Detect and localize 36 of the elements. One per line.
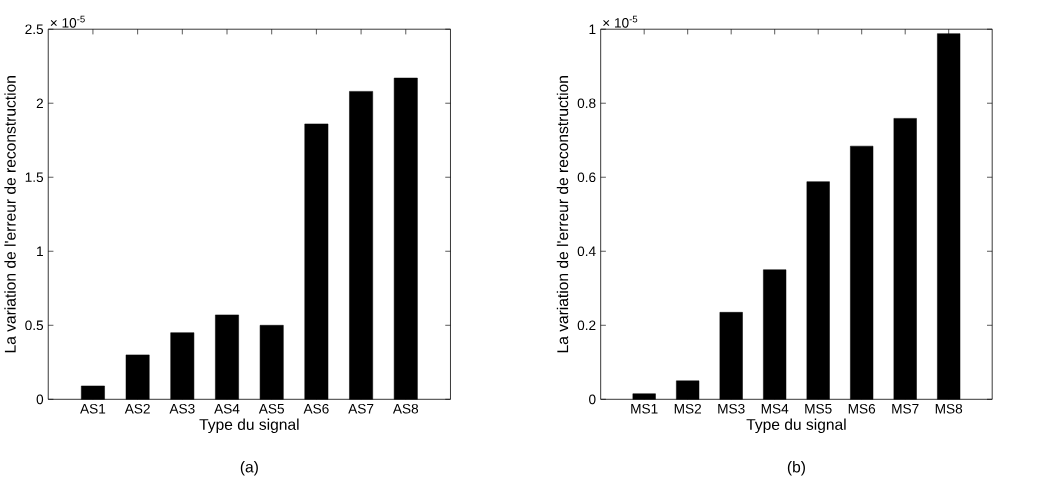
y-tick-label: 1 — [37, 246, 43, 257]
x-tick-label: MS7 — [892, 403, 919, 414]
y-tick-label: 2 — [36, 98, 43, 109]
x-axis-title: Type du signal — [746, 418, 846, 434]
y-axis-title: La variation de l'erreur de reconstruction — [556, 76, 569, 353]
text: × 10$^{-5}$ — [50, 15, 85, 28]
x-tick-label: MS2 — [674, 403, 701, 414]
text: × 10$^{-5}$ — [603, 15, 638, 28]
x-tick-label: MS4 — [761, 403, 789, 414]
y-tick-label: 1.5 — [25, 172, 44, 183]
x-tick-label: MS6 — [848, 403, 876, 414]
x-axis-title: Type du signal — [199, 418, 299, 434]
text: (b) — [787, 461, 805, 476]
x-tick-label: AS6 — [303, 403, 329, 414]
x-tick-label: AS8 — [392, 403, 419, 414]
y-tick-label: 0.6 — [577, 172, 596, 183]
x-tick-label: AS4 — [214, 403, 240, 414]
y-tick-label: 1 — [589, 24, 596, 34]
x-tick-label: MS3 — [718, 403, 745, 414]
x-tick-label: MS8 — [935, 403, 963, 414]
x-tick-label: AS1 — [80, 403, 106, 414]
y-axis-title: La variation de l'erreur de reconstruction — [4, 76, 16, 353]
y-tick-label: 0.8 — [577, 98, 596, 109]
text: (a) — [240, 461, 258, 476]
x-tick-label: AS7 — [348, 403, 374, 414]
x-tick-label: AS3 — [169, 403, 195, 414]
y-tick-label: 0.2 — [577, 320, 596, 331]
y-tick-label: 2.5 — [25, 24, 44, 35]
y-tick-label: 0.5 — [25, 320, 44, 331]
x-tick-label: AS2 — [124, 403, 150, 414]
x-tick-label: AS5 — [258, 403, 285, 414]
y-tick-label: 0 — [36, 394, 44, 405]
y-tick-label: 0 — [589, 394, 596, 405]
x-tick-label: MS5 — [805, 403, 832, 414]
x-tick-label: MS1 — [631, 403, 658, 414]
y-tick-label: 0.4 — [577, 246, 596, 257]
